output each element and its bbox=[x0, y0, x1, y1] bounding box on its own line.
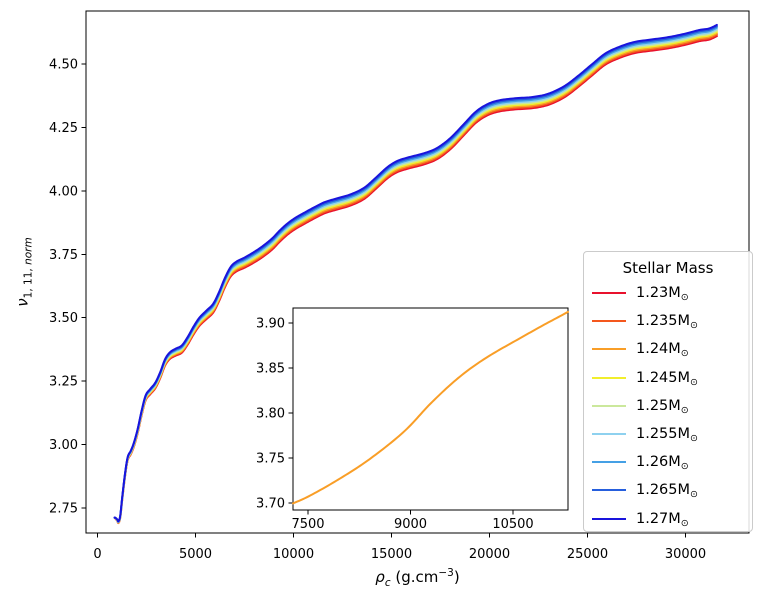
legend-entry: 1.24M⊙ bbox=[584, 335, 752, 363]
legend-line-swatch bbox=[592, 404, 626, 407]
inset-curve-1.24 bbox=[292, 310, 569, 505]
legend-line-swatch bbox=[592, 489, 626, 492]
legend-entry-label: 1.265M⊙ bbox=[636, 482, 698, 501]
legend-line-swatch bbox=[592, 461, 626, 464]
inset-x-tick-label: 9000 bbox=[394, 517, 427, 532]
sun-symbol: ⊙ bbox=[690, 376, 698, 388]
x-axis-label-rho: ρ bbox=[375, 568, 385, 586]
legend-entry-label: 1.23M⊙ bbox=[636, 285, 689, 304]
y-axis-label-sub-word: norm bbox=[22, 237, 35, 265]
legend-line-swatch bbox=[592, 517, 626, 520]
y-tick-label: 3.50 bbox=[49, 311, 78, 326]
inset-plot-border bbox=[292, 307, 569, 511]
x-axis-label-sub: c bbox=[384, 577, 391, 589]
legend-entry: 1.27M⊙ bbox=[584, 505, 752, 533]
legend-entry-label: 1.25M⊙ bbox=[636, 397, 689, 416]
legend-line-swatch bbox=[592, 320, 626, 323]
legend-line-swatch bbox=[592, 433, 626, 436]
x-tick-label: 20000 bbox=[469, 547, 510, 562]
inset-y-tick-label: 3.90 bbox=[256, 317, 285, 332]
sun-symbol: ⊙ bbox=[690, 433, 698, 445]
y-tick-label: 2.75 bbox=[49, 502, 78, 517]
sun-symbol: ⊙ bbox=[680, 292, 689, 304]
legend-entry: 1.255M⊙ bbox=[584, 420, 752, 448]
inset-x-tick-label: 7500 bbox=[291, 517, 324, 532]
legend-line-swatch bbox=[592, 348, 626, 351]
legend-line-swatch bbox=[592, 292, 626, 295]
legend-entry: 1.25M⊙ bbox=[584, 392, 752, 420]
legend-entry-label: 1.27M⊙ bbox=[636, 510, 689, 529]
x-tick-label: 0 bbox=[93, 547, 101, 562]
y-tick-label: 3.00 bbox=[49, 438, 78, 453]
y-tick-label: 3.25 bbox=[49, 375, 78, 390]
x-tick-label: 15000 bbox=[371, 547, 412, 562]
legend-entry-label: 1.255M⊙ bbox=[636, 426, 698, 445]
y-axis-label-nu: ν bbox=[13, 298, 32, 307]
sun-symbol: ⊙ bbox=[690, 489, 698, 501]
inset-y-tick-label: 3.80 bbox=[256, 407, 285, 422]
legend-entry-label: 1.26M⊙ bbox=[636, 454, 689, 473]
legend-rows: 1.23M⊙ 1.235M⊙ 1.24M⊙ 1.245M⊙ 1.25M⊙ 1.255M⊙ 1… bbox=[584, 279, 752, 533]
x-axis-label-units: (g.cm bbox=[390, 568, 439, 586]
inset-x-tick-label: 10500 bbox=[492, 517, 533, 532]
legend-entry-label: 1.245M⊙ bbox=[636, 369, 698, 388]
legend-entry: 1.245M⊙ bbox=[584, 364, 752, 392]
legend-entry: 1.235M⊙ bbox=[584, 307, 752, 335]
y-tick-label: 3.75 bbox=[49, 248, 78, 263]
inset-y-tick-label: 3.85 bbox=[256, 362, 285, 377]
sun-symbol: ⊙ bbox=[690, 320, 698, 332]
legend-entry: 1.26M⊙ bbox=[584, 448, 752, 476]
legend-entry-label: 1.235M⊙ bbox=[636, 313, 698, 332]
x-axis-label-close: ) bbox=[453, 568, 460, 586]
x-tick-label: 5000 bbox=[179, 547, 212, 562]
legend-line-swatch bbox=[592, 376, 626, 379]
legend-entry: 1.23M⊙ bbox=[584, 279, 752, 307]
y-axis-label: ν1, 11, norm bbox=[14, 237, 35, 306]
legend-entry-label: 1.24M⊙ bbox=[636, 341, 689, 360]
x-tick-label: 30000 bbox=[665, 547, 706, 562]
sun-symbol: ⊙ bbox=[680, 348, 689, 360]
y-tick-label: 4.25 bbox=[49, 121, 78, 136]
x-axis-label: ρc (g.cm−3) bbox=[86, 567, 749, 589]
x-tick-label: 25000 bbox=[567, 547, 608, 562]
sun-symbol: ⊙ bbox=[680, 517, 689, 529]
y-tick-label: 4.00 bbox=[49, 184, 78, 199]
legend: Stellar Mass 1.23M⊙ 1.235M⊙ 1.24M⊙ 1.245M⊙ 1… bbox=[583, 251, 753, 532]
inset-y-tick-label: 3.70 bbox=[256, 496, 285, 511]
y-axis-label-sub-nums: 1, 11, bbox=[22, 264, 35, 299]
inset-y-tick-label: 3.75 bbox=[256, 451, 285, 466]
x-axis-label-exp: −3 bbox=[438, 567, 454, 579]
legend-entry: 1.265M⊙ bbox=[584, 476, 752, 504]
mass-curve-1.27 bbox=[113, 23, 718, 523]
legend-title: Stellar Mass bbox=[622, 259, 714, 277]
y-tick-label: 4.50 bbox=[49, 58, 78, 73]
x-tick-label: 10000 bbox=[273, 547, 314, 562]
sun-symbol: ⊙ bbox=[680, 461, 689, 473]
sun-symbol: ⊙ bbox=[680, 404, 689, 416]
